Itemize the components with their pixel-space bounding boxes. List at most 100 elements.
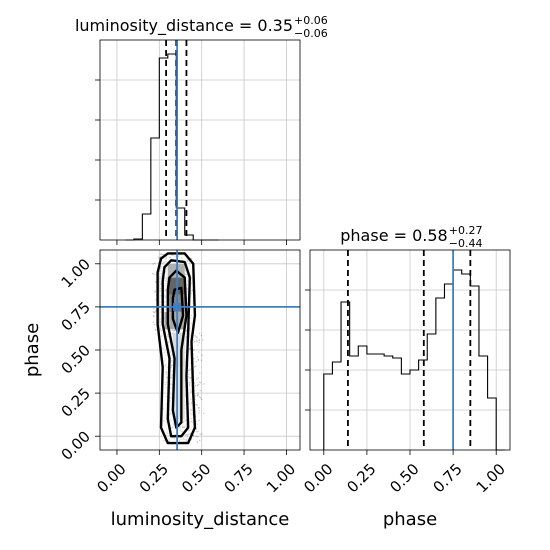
contour-level-2 <box>166 269 188 429</box>
scatter-point <box>187 365 190 367</box>
scatter-point <box>191 414 193 416</box>
scatter-point <box>199 372 201 374</box>
scatter-point <box>162 261 165 264</box>
scatter-point <box>164 296 167 298</box>
scatter-point <box>159 311 162 313</box>
scatter-point <box>165 267 168 270</box>
scatter-point <box>153 262 156 264</box>
scatter-point <box>159 325 162 327</box>
scatter-point <box>185 425 187 427</box>
scatter-point <box>199 433 201 435</box>
scatter-point <box>159 276 162 278</box>
scatter-point <box>169 256 171 258</box>
scatter-point <box>173 329 176 332</box>
scatter-point <box>195 403 197 406</box>
scatter-point <box>164 384 167 386</box>
hist1-title: luminosity_distance = 0.35 <box>75 16 293 36</box>
scatter-point <box>174 255 177 257</box>
scatter-point <box>171 387 173 389</box>
scatter-point <box>196 423 198 425</box>
scatter-point <box>159 329 162 331</box>
scatter-point <box>190 420 193 423</box>
scatter-point <box>163 439 165 442</box>
x-tick-label-1: 0.25 <box>136 460 172 496</box>
scatter-point <box>186 433 189 436</box>
scatter-point <box>164 351 166 354</box>
scatter-point <box>167 335 170 338</box>
scatter-point <box>165 285 167 287</box>
scatter-point <box>194 335 196 337</box>
scatter-point <box>154 290 157 292</box>
scatter-point <box>194 340 196 343</box>
scatter-point <box>151 272 154 275</box>
scatter-point <box>164 279 166 282</box>
scatter-point <box>168 256 171 258</box>
scatter-point <box>182 426 185 428</box>
scatter-point <box>195 365 197 367</box>
scatter-point <box>165 257 167 260</box>
scatter-point <box>188 377 191 379</box>
scatter-point <box>153 308 155 310</box>
scatter-point <box>181 430 183 433</box>
scatter-point <box>188 381 191 384</box>
scatter-point <box>167 341 170 344</box>
scatter-point <box>171 383 173 386</box>
scatter-point <box>184 434 187 437</box>
scatter-point <box>158 290 160 292</box>
density-cell-5 <box>172 367 185 419</box>
hist2-grid <box>310 250 510 450</box>
scatter-point <box>165 373 167 375</box>
scatter-point <box>196 442 199 444</box>
hist2-title-param: phase <box>340 226 388 245</box>
scatter-point <box>190 282 193 284</box>
scatter-point <box>165 364 167 366</box>
scatter-point <box>189 389 192 391</box>
scatter-point <box>186 284 189 286</box>
contour-level-1 <box>161 259 192 438</box>
scatter-point <box>194 366 196 368</box>
scatter-point <box>188 421 191 423</box>
scatter-point <box>165 280 168 283</box>
scatter-point <box>186 434 189 437</box>
scatter-point <box>154 329 157 332</box>
hist2-title-plus: +0.27 <box>449 224 483 237</box>
y-axis-label-phase: phase <box>22 323 43 377</box>
scatter-point <box>168 440 170 442</box>
scatter-point <box>188 373 190 376</box>
scatter-point <box>160 273 163 275</box>
scatter-point <box>170 412 172 415</box>
scatter-point <box>195 430 198 433</box>
scatter-point <box>187 290 189 293</box>
scatter-point <box>196 356 198 358</box>
scatter-point <box>190 314 193 317</box>
scatter-point <box>152 321 154 324</box>
scatter-point <box>197 377 200 379</box>
scatter-point <box>159 318 161 320</box>
scatter-point <box>200 334 203 337</box>
scatter-point <box>168 440 170 442</box>
scatter-point <box>160 277 163 280</box>
scatter-point <box>171 374 173 376</box>
scatter-point <box>155 280 157 283</box>
scatter-point <box>173 437 176 439</box>
scatter-point <box>184 361 187 363</box>
scatter-point <box>186 435 189 438</box>
scatter-point <box>165 277 168 279</box>
scatter-point <box>203 383 205 385</box>
x-tick-label-4: 1.00 <box>473 460 509 496</box>
x-axis-label-luminosity-distance: luminosity_distance <box>111 509 290 530</box>
scatter-point <box>153 273 155 276</box>
scatter-point <box>170 364 173 367</box>
scatter-point <box>173 329 175 332</box>
scatter-point <box>163 420 165 422</box>
scatter-point <box>198 396 201 398</box>
scatter-point <box>183 426 186 428</box>
scatter-point <box>165 387 167 389</box>
scatter-point <box>186 439 188 442</box>
scatter-point <box>171 427 173 429</box>
scatter-point <box>200 398 203 401</box>
scatter-point <box>199 397 202 399</box>
scatter-point <box>197 393 199 396</box>
scatter-point <box>161 263 164 265</box>
